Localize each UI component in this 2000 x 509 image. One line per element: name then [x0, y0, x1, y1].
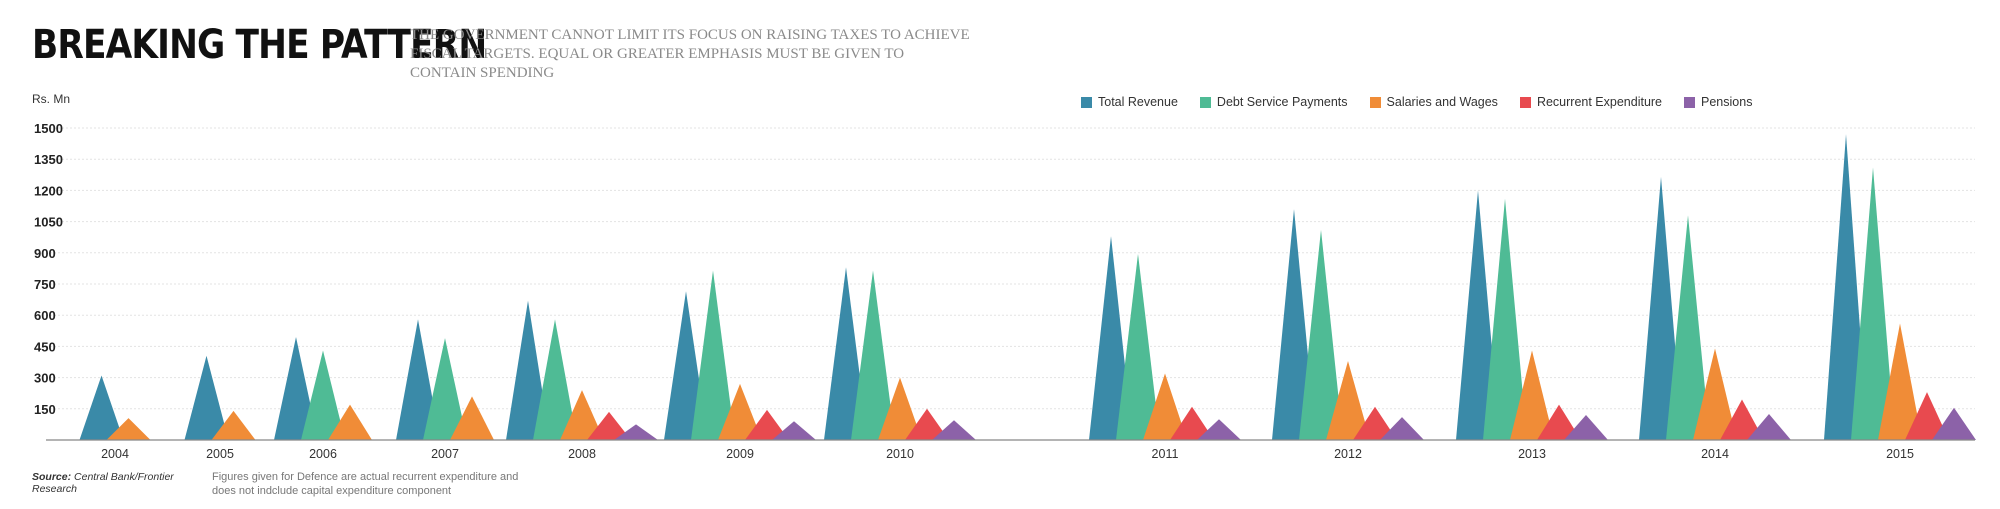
x-tick-label: 2010 [886, 447, 914, 461]
y-tick-label: 1050 [34, 215, 63, 230]
series-peak-pensions [1747, 414, 1791, 440]
legend-label: Salaries and Wages [1386, 95, 1498, 109]
series-peak-debt-service-payments [1483, 198, 1527, 440]
series-peak-salaries-and-wages [1878, 323, 1922, 440]
series-peak-recurrent-expenditure [1353, 406, 1397, 440]
x-tick-label: 2008 [568, 447, 596, 461]
series-peak-pensions [1380, 417, 1424, 440]
chart-title: BREAKING THE PATTERN [32, 22, 487, 68]
footnote: Figures given for Defence are actual rec… [212, 471, 519, 497]
series-peak-pensions [1564, 415, 1608, 440]
series-peak-pensions [1197, 419, 1241, 440]
series-peak-salaries-and-wages [1693, 348, 1737, 440]
series-peak-recurrent-expenditure [905, 408, 949, 440]
series-peak-total-revenue [1272, 209, 1316, 440]
series-peak-salaries-and-wages [450, 396, 494, 440]
series-peak-salaries-and-wages [211, 410, 256, 440]
y-tick-label: 1200 [34, 183, 63, 198]
y-tick-label: 300 [34, 371, 56, 386]
series-peak-debt-service-payments [423, 338, 467, 440]
legend-swatch [1199, 96, 1211, 108]
series-peak-salaries-and-wages [718, 383, 762, 440]
x-tick-label: 2009 [726, 447, 754, 461]
chart-legend: Total Revenue Debt Service Payments Salari… [1081, 95, 1752, 109]
series-peak-debt-service-payments [301, 350, 345, 440]
source-text: Central Bank/Frontier Research [32, 471, 174, 495]
x-tick-label: 2015 [1886, 447, 1914, 461]
legend-item: Debt Service Payments [1199, 95, 1348, 109]
x-tick-label: 2006 [309, 447, 337, 461]
legend-item: Salaries and Wages [1369, 95, 1498, 109]
y-axis-unit-label: Rs. Mn [32, 92, 71, 106]
y-tick-label: 150 [34, 402, 56, 417]
x-tick-label: 2012 [1334, 447, 1362, 461]
series-peak-salaries-and-wages [328, 404, 372, 440]
legend-label: Debt Service Payments [1216, 95, 1348, 109]
series-peak-salaries-and-wages [878, 377, 922, 440]
series-peak-debt-service-payments [1299, 229, 1343, 440]
series-peak-total-revenue [184, 355, 229, 440]
series-peak-total-revenue [1824, 134, 1868, 441]
legend-label: Recurrent Expenditure [1536, 95, 1663, 109]
series-peak-salaries-and-wages [106, 418, 151, 440]
legend-item: Recurrent Expenditure [1519, 95, 1663, 109]
series-peak-total-revenue [79, 375, 124, 440]
y-tick-label: 600 [34, 308, 56, 323]
series-peak-recurrent-expenditure [1170, 406, 1214, 440]
series-peak-debt-service-payments [1666, 215, 1710, 440]
x-tick-label: 2011 [1152, 447, 1179, 461]
y-tick-label: 450 [34, 339, 56, 354]
series-peak-total-revenue [506, 300, 550, 440]
series-peak-recurrent-expenditure [1537, 404, 1581, 440]
series-peak-debt-service-payments [851, 270, 895, 440]
chart-subtitle: THE GOVERNMENT CANNOT LIMIT ITS FOCUS ON… [410, 27, 970, 81]
series-peak-pensions [614, 424, 658, 440]
series-peak-total-revenue [1089, 236, 1133, 440]
series-peak-total-revenue [1639, 176, 1683, 440]
gridlines [46, 127, 1975, 410]
legend-swatch [1369, 96, 1381, 108]
source-label: Source: [32, 471, 72, 483]
series-peak-salaries-and-wages [1510, 350, 1554, 440]
series-peak-salaries-and-wages [560, 390, 604, 440]
x-tick-label: 2005 [206, 447, 234, 461]
legend-swatch [1519, 96, 1531, 108]
y-tick-label: 1350 [34, 152, 63, 167]
series-peak-recurrent-expenditure [745, 409, 789, 440]
x-tick-label: 2004 [101, 447, 129, 461]
series-peak-salaries-and-wages [1326, 360, 1370, 440]
x-tick-label: 2014 [1701, 447, 1729, 461]
legend-item: Pensions [1684, 95, 1752, 109]
series-peak-debt-service-payments [1116, 253, 1160, 440]
legend-label: Total Revenue [1098, 95, 1178, 109]
series-peak-debt-service-payments [691, 270, 735, 440]
y-tick-label: 900 [34, 246, 56, 261]
legend-item: Total Revenue [1081, 95, 1178, 109]
legend-swatch [1684, 96, 1696, 108]
x-tick-label: 2013 [1518, 447, 1546, 461]
series-peak-pensions [932, 420, 976, 440]
series-peak-debt-service-payments [1851, 167, 1895, 440]
series-peak-debt-service-payments [533, 319, 577, 440]
series-peak-recurrent-expenditure [587, 411, 631, 440]
series-group [79, 134, 1976, 441]
series-peak-total-revenue [274, 337, 318, 440]
series-peak-recurrent-expenditure [1905, 392, 1949, 440]
y-tick-label: 750 [34, 277, 56, 292]
series-peak-pensions [772, 421, 816, 440]
legend-swatch [1081, 96, 1092, 108]
series-peak-pensions [1932, 407, 1976, 440]
x-tick-label: 2007 [431, 447, 459, 461]
y-tick-label: 1500 [34, 121, 63, 136]
series-peak-salaries-and-wages [1143, 373, 1187, 440]
series-peak-recurrent-expenditure [1720, 399, 1764, 440]
legend-label: Pensions [1701, 95, 1753, 109]
source-note: Source: Central Bank/Frontier Research [32, 471, 192, 495]
series-peak-total-revenue [396, 319, 440, 440]
